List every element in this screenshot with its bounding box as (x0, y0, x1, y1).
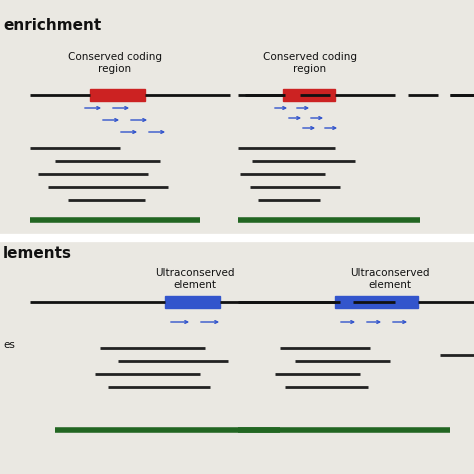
Text: Ultraconserved
element: Ultraconserved element (350, 268, 430, 290)
Text: lements: lements (3, 246, 72, 261)
Text: Conserved coding
region: Conserved coding region (68, 52, 162, 73)
Text: Ultraconserved
element: Ultraconserved element (155, 268, 235, 290)
Bar (335, 296, 418, 308)
Text: es: es (3, 340, 15, 350)
Text: enrichment: enrichment (3, 18, 101, 33)
Bar (90, 89, 145, 101)
Text: Conserved coding
region: Conserved coding region (263, 52, 357, 73)
Bar (165, 296, 220, 308)
Bar (283, 89, 335, 101)
